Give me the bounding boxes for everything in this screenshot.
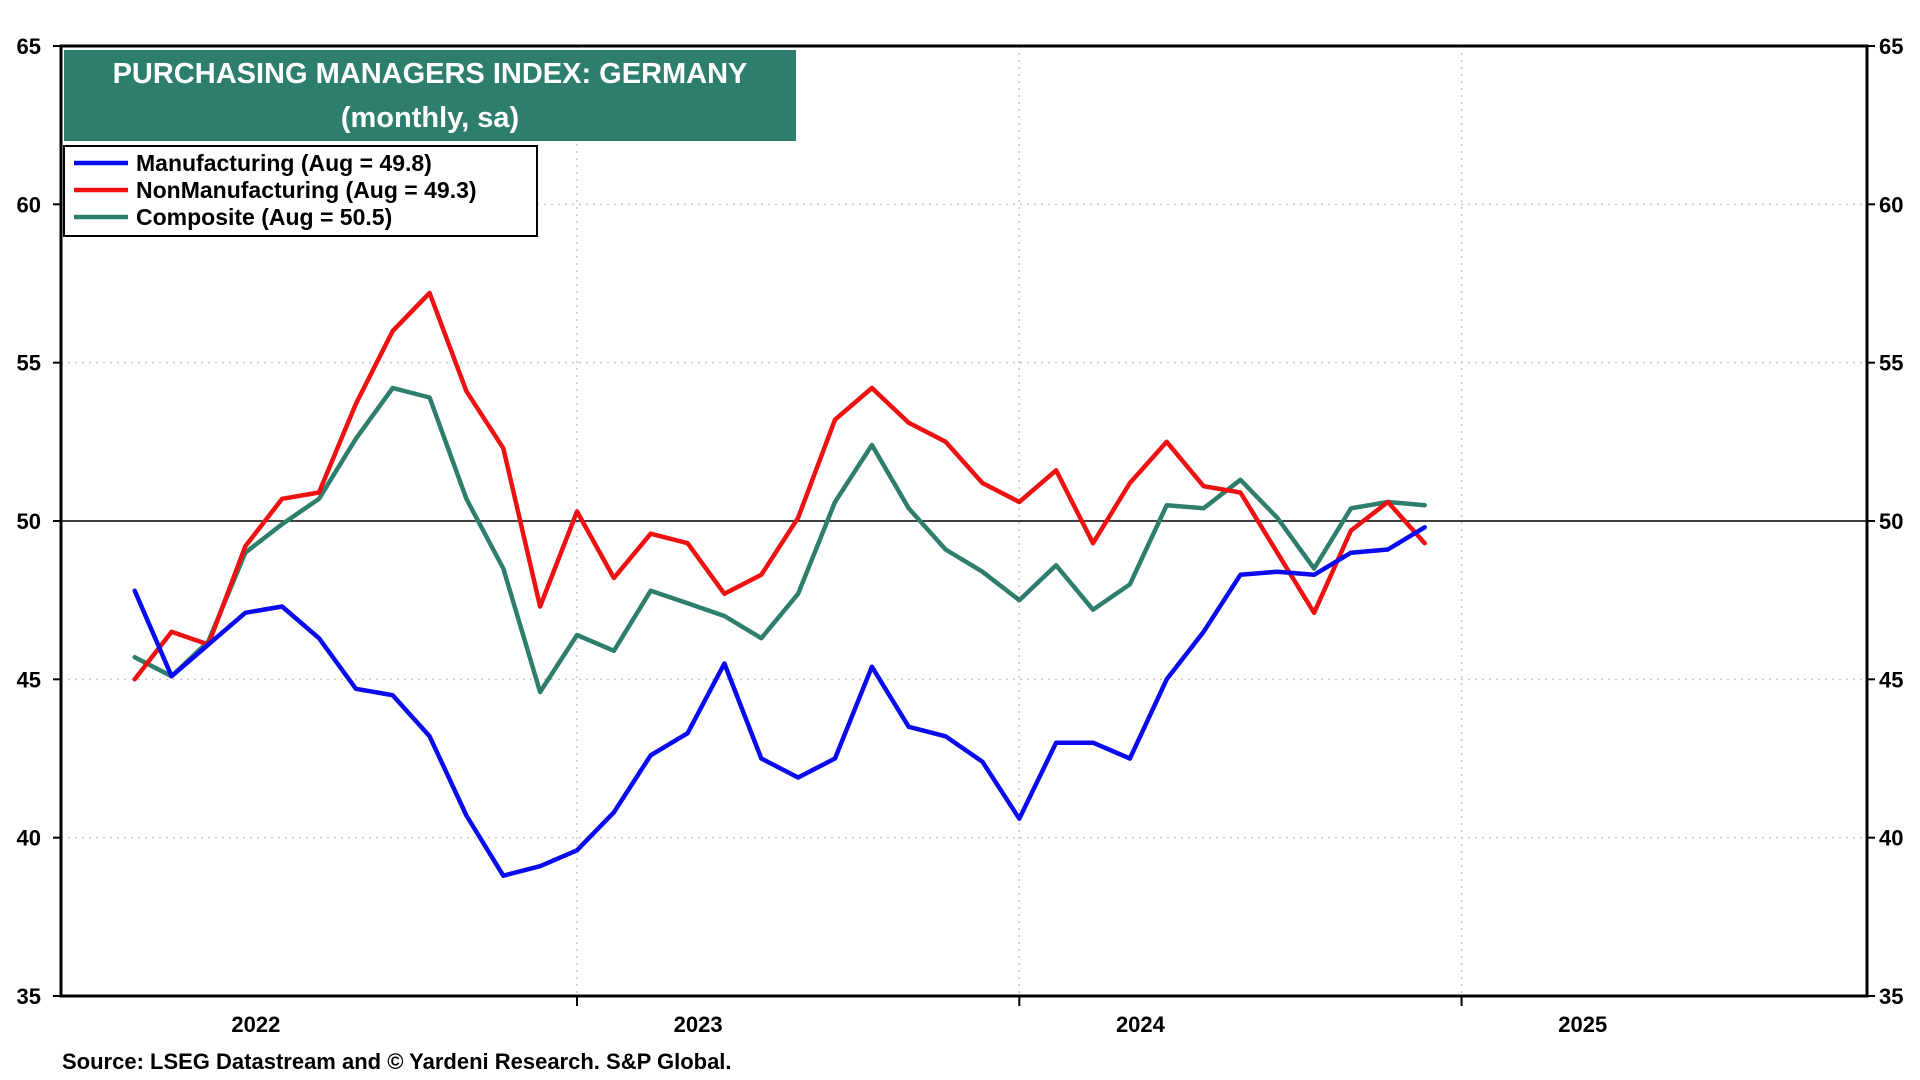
- x-axis-year-labels: 2022 2023 2024 2025: [231, 996, 1607, 1037]
- x-year-label: 2022: [231, 1012, 280, 1037]
- chart-title: PURCHASING MANAGERS INDEX: GERMANY: [113, 58, 748, 90]
- y-tick-label-left: 35: [17, 984, 41, 1009]
- y-axis-right-ticks: 35 40 45 50 55 60 65: [1867, 34, 1903, 1009]
- y-tick-label-right: 55: [1879, 351, 1903, 376]
- series-line-nonmanufacturing: [132, 290, 1427, 682]
- y-tick-label-left: 40: [17, 826, 41, 851]
- x-year-label: 2023: [674, 1012, 723, 1037]
- series-lines: [132, 290, 1427, 878]
- legend-label: Composite (Aug = 50.5): [136, 204, 392, 230]
- y-tick-label-left: 50: [17, 509, 41, 534]
- y-tick-label-left: 65: [17, 34, 41, 59]
- y-tick-label-left: 55: [17, 351, 41, 376]
- x-year-label: 2025: [1558, 1012, 1607, 1037]
- y-tick-label-left: 45: [17, 667, 41, 692]
- legend-label: Manufacturing (Aug = 49.8): [136, 150, 432, 176]
- y-tick-label-right: 65: [1879, 34, 1903, 59]
- y-tick-label-right: 50: [1879, 509, 1903, 534]
- y-axis-left-ticks: 35 40 45 50 55 60 65: [17, 34, 61, 1009]
- source-note: Source: LSEG Datastream and © Yardeni Re…: [62, 1049, 732, 1074]
- y-tick-label-right: 35: [1879, 984, 1903, 1009]
- y-tick-label-left: 60: [17, 192, 41, 217]
- x-year-label: 2024: [1116, 1012, 1166, 1037]
- legend: Manufacturing (Aug = 49.8)NonManufacturi…: [63, 145, 538, 237]
- series-line-manufacturing: [132, 525, 1427, 878]
- y-tick-label-right: 60: [1879, 192, 1903, 217]
- chart-subtitle: (monthly, sa): [341, 102, 519, 134]
- y-tick-label-right: 45: [1879, 667, 1903, 692]
- y-tick-label-right: 40: [1879, 826, 1903, 851]
- legend-label: NonManufacturing (Aug = 49.3): [136, 177, 477, 203]
- chart-title-box: PURCHASING MANAGERS INDEX: GERMANY (mont…: [64, 50, 796, 141]
- series-line-composite: [132, 385, 1427, 695]
